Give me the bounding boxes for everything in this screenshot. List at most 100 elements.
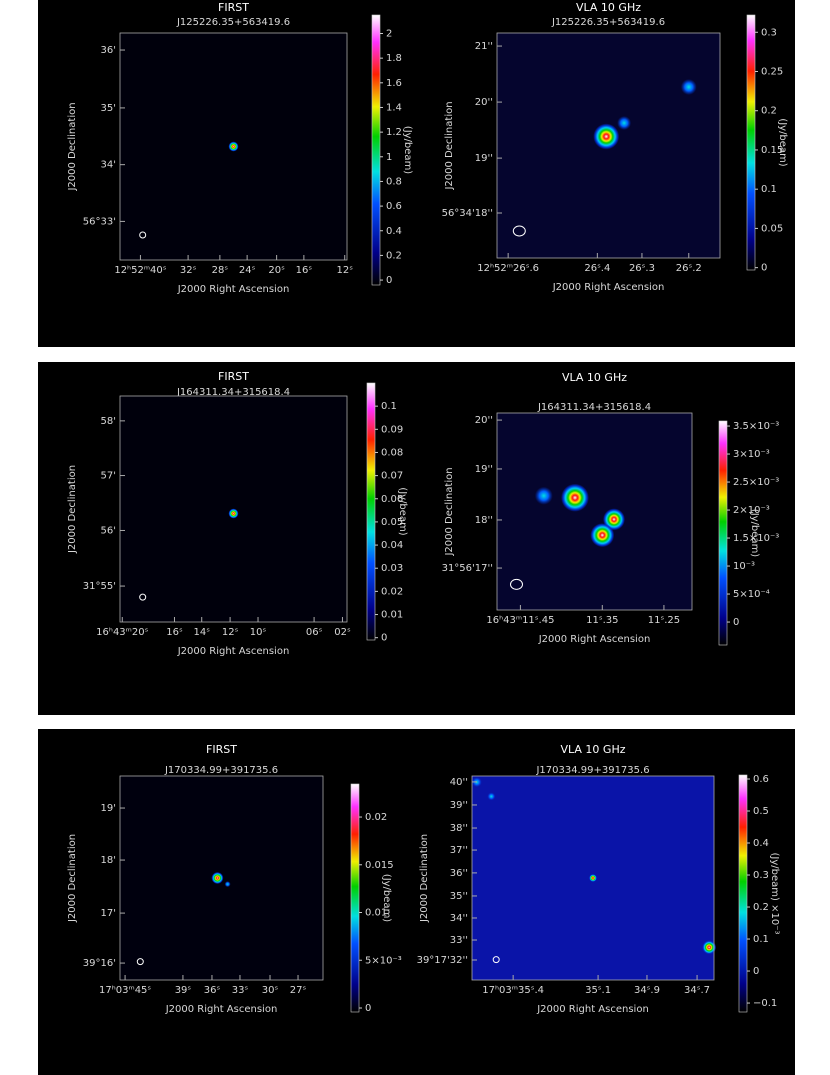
colorbar-tick-label: 0.01 xyxy=(381,610,403,621)
x-axis-label: J2000 Right Ascension xyxy=(177,284,290,295)
x-tick-label: 16ʰ43ᵐ11ˢ.45 xyxy=(486,615,554,626)
source-emission xyxy=(593,123,620,150)
colorbar-tick-label: 0.04 xyxy=(381,540,403,551)
x-tick-label: 27ˢ xyxy=(290,985,307,996)
colorbar-label: (Jy/beam) xyxy=(749,509,760,558)
y-tick-label: 40'' xyxy=(450,777,468,788)
colorbar-tick-label: 0 xyxy=(386,275,392,286)
y-tick-label: 38'' xyxy=(450,823,468,834)
colorbar-label: (Jy/beam) xyxy=(777,118,788,167)
source-emission xyxy=(228,508,239,519)
colorbar-tick-label: 0 xyxy=(365,1003,371,1014)
image-frame xyxy=(496,32,721,259)
y-tick-label: 19'' xyxy=(475,464,493,475)
beam xyxy=(139,593,147,601)
colorbar-tick-label: 0.4 xyxy=(753,838,769,849)
y-tick-label: 58' xyxy=(101,416,116,427)
x-tick-label: 24ˢ xyxy=(239,265,256,276)
colorbar-tick-label: 0.3 xyxy=(761,27,777,38)
source-emission xyxy=(590,523,615,548)
colorbar xyxy=(738,774,748,1013)
x-tick-label: 33ˢ xyxy=(232,985,249,996)
colorbar-tick-label: 0.4 xyxy=(386,226,402,237)
y-tick-label: 36'' xyxy=(450,868,468,879)
x-tick-label: 34ˢ.7 xyxy=(684,985,710,996)
x-tick-label: 26ˢ.2 xyxy=(676,263,702,274)
y-tick-label: 20'' xyxy=(475,97,493,108)
y-tick-label: 56°34'18'' xyxy=(442,208,493,219)
colorbar-tick-label: 0.09 xyxy=(381,424,403,435)
x-tick-label: 06ˢ xyxy=(306,627,323,638)
y-tick-label: 37'' xyxy=(450,845,468,856)
beam xyxy=(136,958,144,966)
colorbar-tick-label: 0 xyxy=(381,633,387,644)
x-tick-label: 10ˢ xyxy=(250,627,267,638)
x-tick-label: 26ˢ.4 xyxy=(584,263,610,274)
x-tick-label: 12ˢ xyxy=(336,265,353,276)
source-emission xyxy=(228,141,239,152)
colorbar-tick-label: 0.15 xyxy=(761,145,783,156)
x-tick-label: 17ʰ03ᵐ45ˢ xyxy=(99,985,151,996)
y-tick-label: 35'' xyxy=(450,891,468,902)
source-emission xyxy=(617,116,632,130)
source-name: J164311.34+315618.4 xyxy=(176,387,290,398)
colorbar-tick-label: 0 xyxy=(733,617,739,628)
colorbar-tick-label: 5×10⁻³ xyxy=(365,955,402,966)
colorbar-tick-label: 1.4 xyxy=(386,102,402,113)
colorbar-tick-label: 0.02 xyxy=(365,812,387,823)
y-tick-label: 56°33' xyxy=(83,216,116,227)
x-tick-label: 16ʰ43ᵐ20ˢ xyxy=(96,627,148,638)
image-frame xyxy=(119,395,348,623)
plot-title: FIRST xyxy=(218,1,249,14)
colorbar-tick-label: 0.05 xyxy=(761,223,783,234)
colorbar-tick-label: 5×10⁻⁴ xyxy=(733,589,770,600)
y-tick-label: 39°16' xyxy=(83,958,116,969)
colorbar-tick-label: 10⁻³ xyxy=(733,561,755,572)
source-emission xyxy=(589,874,597,882)
x-tick-label: 12ˢ xyxy=(222,627,239,638)
x-axis-label: J2000 Right Ascension xyxy=(538,634,651,645)
beam xyxy=(510,578,523,590)
x-tick-label: 35ˢ.1 xyxy=(585,985,611,996)
colorbar-tick-label: 0.1 xyxy=(381,401,397,412)
image-frame xyxy=(119,775,324,981)
source-name: J164311.34+315618.4 xyxy=(537,402,651,413)
colorbar-tick-label: 1.2 xyxy=(386,127,402,138)
x-tick-label: 16ˢ xyxy=(296,265,313,276)
colorbar-tick-label: 0.01 xyxy=(365,908,387,919)
colorbar-label: (Jy/beam) xyxy=(402,126,413,175)
y-tick-label: 35' xyxy=(101,103,116,114)
source-emission xyxy=(534,486,553,505)
y-axis-label: J2000 Declination xyxy=(67,465,78,554)
colorbar-tick-label: 2×10⁻³ xyxy=(733,505,770,516)
plot-title: FIRST xyxy=(218,370,249,383)
x-tick-label: 39ˢ xyxy=(175,985,192,996)
colorbar-label: (Jy/beam) ×10⁻³ xyxy=(769,853,780,935)
source-emission xyxy=(702,940,717,955)
colorbar-tick-label: 0 xyxy=(753,966,759,977)
y-tick-label: 31°56'17'' xyxy=(442,563,493,574)
y-tick-label: 18'' xyxy=(475,515,493,526)
x-axis-label: J2000 Right Ascension xyxy=(177,646,290,657)
colorbar-tick-label: 1.8 xyxy=(386,53,402,64)
colorbar-label: (Jy/beam) xyxy=(381,874,392,923)
y-tick-label: 19'' xyxy=(475,153,493,164)
x-tick-label: 16ˢ xyxy=(166,627,183,638)
y-tick-label: 39°17'32'' xyxy=(417,955,468,966)
x-tick-label: 11ˢ.25 xyxy=(648,615,680,626)
colorbar xyxy=(350,783,360,1013)
y-tick-label: 21'' xyxy=(475,41,493,52)
y-tick-label: 33'' xyxy=(450,935,468,946)
colorbar-tick-label: 1.5×10⁻³ xyxy=(733,533,779,544)
y-axis-label: J2000 Declination xyxy=(67,102,78,191)
source-emission xyxy=(211,872,224,884)
y-axis-label: J2000 Declination xyxy=(444,467,455,556)
plot-title: VLA 10 GHz xyxy=(576,1,641,14)
plot-title: VLA 10 GHz xyxy=(562,371,627,384)
colorbar-tick-label: 0.6 xyxy=(386,201,402,212)
y-tick-label: 36' xyxy=(101,45,116,56)
colorbar-tick-label: 0.08 xyxy=(381,447,403,458)
colorbar-tick-label: 0.6 xyxy=(753,774,769,785)
